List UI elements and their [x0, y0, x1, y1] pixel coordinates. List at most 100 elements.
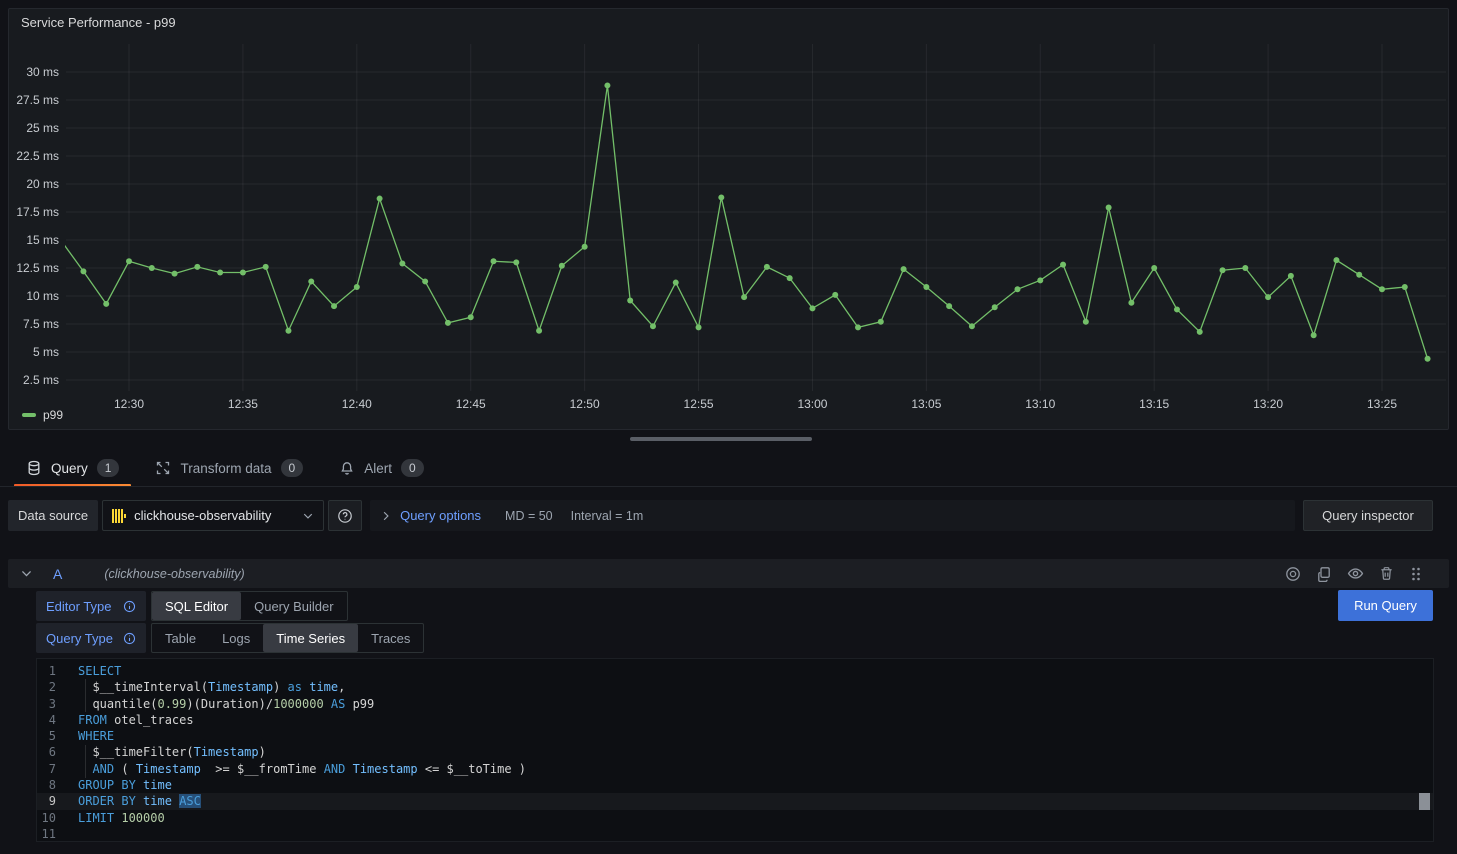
line-number: 8	[48, 778, 56, 793]
query-options-bar: Query options MD = 50 Interval = 1m	[370, 500, 1295, 531]
code-line-4[interactable]: 4 FROM otel_traces	[37, 712, 1433, 728]
panel-editor-tabs: Query 1 Transform data 0 Alert	[14, 452, 448, 487]
svg-text:12:40: 12:40	[342, 397, 372, 411]
line-number: 1	[48, 664, 56, 678]
drag-handle-icon[interactable]	[1409, 566, 1423, 582]
trash-icon[interactable]	[1379, 566, 1394, 581]
code-line-9[interactable]: 9 ORDER BY time ASC	[37, 793, 1433, 810]
radio-sql-editor[interactable]: SQL Editor	[152, 592, 242, 620]
code-line-11[interactable]: 11	[37, 826, 1433, 841]
timeseries-panel: Service Performance - p99 30 ms 27.5 ms 25…	[8, 8, 1449, 430]
question-circle-icon	[337, 508, 353, 524]
query-inspector-button[interactable]: Query inspector	[1303, 500, 1433, 531]
line-number: 5	[48, 729, 56, 744]
code-text: LIMIT 100000	[78, 810, 165, 825]
editor-type-label-box: Editor Type	[36, 591, 146, 621]
eye-icon[interactable]	[1347, 565, 1364, 582]
svg-text:10 ms: 10 ms	[26, 289, 59, 303]
radio-traces[interactable]: Traces	[371, 630, 411, 646]
radio-query-builder[interactable]: Query Builder	[254, 598, 334, 614]
datasource-label: Data source	[8, 500, 99, 531]
collapse-chevron-icon[interactable]	[20, 567, 33, 580]
code-text: $__timeFilter(Timestamp)	[78, 745, 266, 760]
svg-text:13:10: 13:10	[1025, 397, 1055, 411]
code-text	[56, 826, 78, 841]
svg-text:5 ms: 5 ms	[33, 345, 59, 359]
radio-table[interactable]: Table	[165, 630, 197, 646]
bell-icon	[339, 460, 355, 476]
clickhouse-icon	[112, 508, 127, 523]
radio-time-series[interactable]: Time Series	[263, 624, 359, 652]
tab-alert[interactable]: Alert 0	[327, 452, 435, 484]
editor-type-row: Editor Type SQL Editor Query Builder	[36, 591, 348, 621]
code-line-7[interactable]: 7 AND ( Timestamp >= $__fromTime AND Tim…	[37, 761, 1433, 777]
code-line-6[interactable]: 6 $__timeFilter(Timestamp)	[37, 744, 1433, 760]
svg-text:12.5 ms: 12.5 ms	[16, 261, 59, 275]
query-type-label-box: Query Type	[36, 623, 146, 653]
editor-scroll-thumb[interactable]	[1419, 793, 1430, 810]
code-line-2[interactable]: 2 $__timeInterval(Timestamp) as time,	[37, 679, 1433, 695]
code-text: GROUP BY time	[78, 778, 172, 793]
query-type-label: Query Type	[46, 630, 113, 646]
query-ref-id[interactable]: A	[53, 565, 63, 582]
database-icon	[26, 460, 42, 476]
line-number: 7	[48, 761, 56, 776]
code-line-3[interactable]: 3 quantile(0.99)(Duration)/1000000 AS p9…	[37, 696, 1433, 712]
info-icon[interactable]	[123, 632, 136, 645]
svg-text:13:05: 13:05	[911, 397, 941, 411]
horizontal-scrollbar[interactable]	[630, 437, 812, 441]
code-line-1[interactable]: 1 SELECT	[37, 663, 1433, 679]
tab-transform-data[interactable]: Transform data 0	[143, 452, 315, 484]
svg-text:20 ms: 20 ms	[26, 177, 59, 191]
legend-swatch-p99	[22, 413, 36, 417]
query-type-row: Query Type Table Logs Time Series Traces	[36, 623, 425, 653]
info-icon[interactable]	[123, 600, 136, 613]
tab-query-count: 1	[96, 459, 120, 477]
editor-type-group: SQL Editor Query Builder	[151, 591, 348, 621]
query-options-link[interactable]: Query options	[400, 508, 482, 523]
sql-editor[interactable]: 1 SELECT 2 $__timeInterval(Timestamp) as t…	[36, 658, 1434, 842]
code-line-5[interactable]: 5 WHERE	[37, 728, 1433, 744]
line-number: 10	[41, 810, 56, 825]
svg-text:13:20: 13:20	[1253, 397, 1283, 411]
indent-guide	[85, 679, 86, 712]
disable-query-icon[interactable]	[1285, 566, 1301, 582]
line-number: 4	[48, 712, 56, 727]
query-row-header[interactable]: A (clickhouse-observability)	[8, 559, 1449, 588]
indent-guide	[85, 745, 86, 778]
timeseries-chart[interactable]: 30 ms 27.5 ms 25 ms 22.5 ms 20 ms 17.5 ms 15 m…	[9, 9, 1448, 429]
svg-text:13:25: 13:25	[1367, 397, 1397, 411]
editor-type-label: Editor Type	[46, 598, 112, 614]
transform-icon	[155, 460, 171, 476]
svg-text:12:55: 12:55	[684, 397, 714, 411]
tab-transform-label: Transform data	[180, 460, 272, 476]
svg-text:12:30: 12:30	[114, 397, 144, 411]
line-number: 9	[48, 794, 56, 809]
radio-logs[interactable]: Logs	[222, 630, 251, 646]
legend: p99	[22, 408, 63, 422]
duplicate-query-icon[interactable]	[1316, 566, 1332, 582]
tabs-divider	[0, 486, 1457, 487]
code-line-10[interactable]: 10 LIMIT 100000	[37, 810, 1433, 826]
tab-query-label: Query	[51, 460, 88, 476]
run-query-button[interactable]: Run Query	[1338, 590, 1433, 621]
tab-alert-count: 0	[400, 459, 424, 477]
chevron-down-icon	[302, 510, 314, 522]
max-data-points-value: MD = 50	[505, 508, 553, 523]
code-line-8[interactable]: 8 GROUP BY time	[37, 777, 1433, 793]
datasource-value: clickhouse-observability	[134, 508, 272, 523]
svg-text:12:45: 12:45	[456, 397, 486, 411]
tab-alert-label: Alert	[364, 460, 392, 476]
datasource-bar: Data source clickhouse-observability	[8, 500, 1433, 531]
legend-label[interactable]: p99	[43, 408, 64, 422]
datasource-picker[interactable]: clickhouse-observability	[102, 500, 325, 531]
tab-query[interactable]: Query 1	[14, 452, 132, 487]
sql-code-lines: 1 SELECT 2 $__timeInterval(Timestamp) as t…	[37, 663, 1433, 841]
chevron-right-icon[interactable]	[380, 510, 392, 522]
panel-title: Service Performance - p99	[21, 15, 176, 30]
line-number: 11	[41, 826, 56, 841]
datasource-help-button[interactable]	[328, 500, 363, 531]
svg-text:25 ms: 25 ms	[26, 121, 59, 135]
svg-text:12:50: 12:50	[570, 397, 600, 411]
